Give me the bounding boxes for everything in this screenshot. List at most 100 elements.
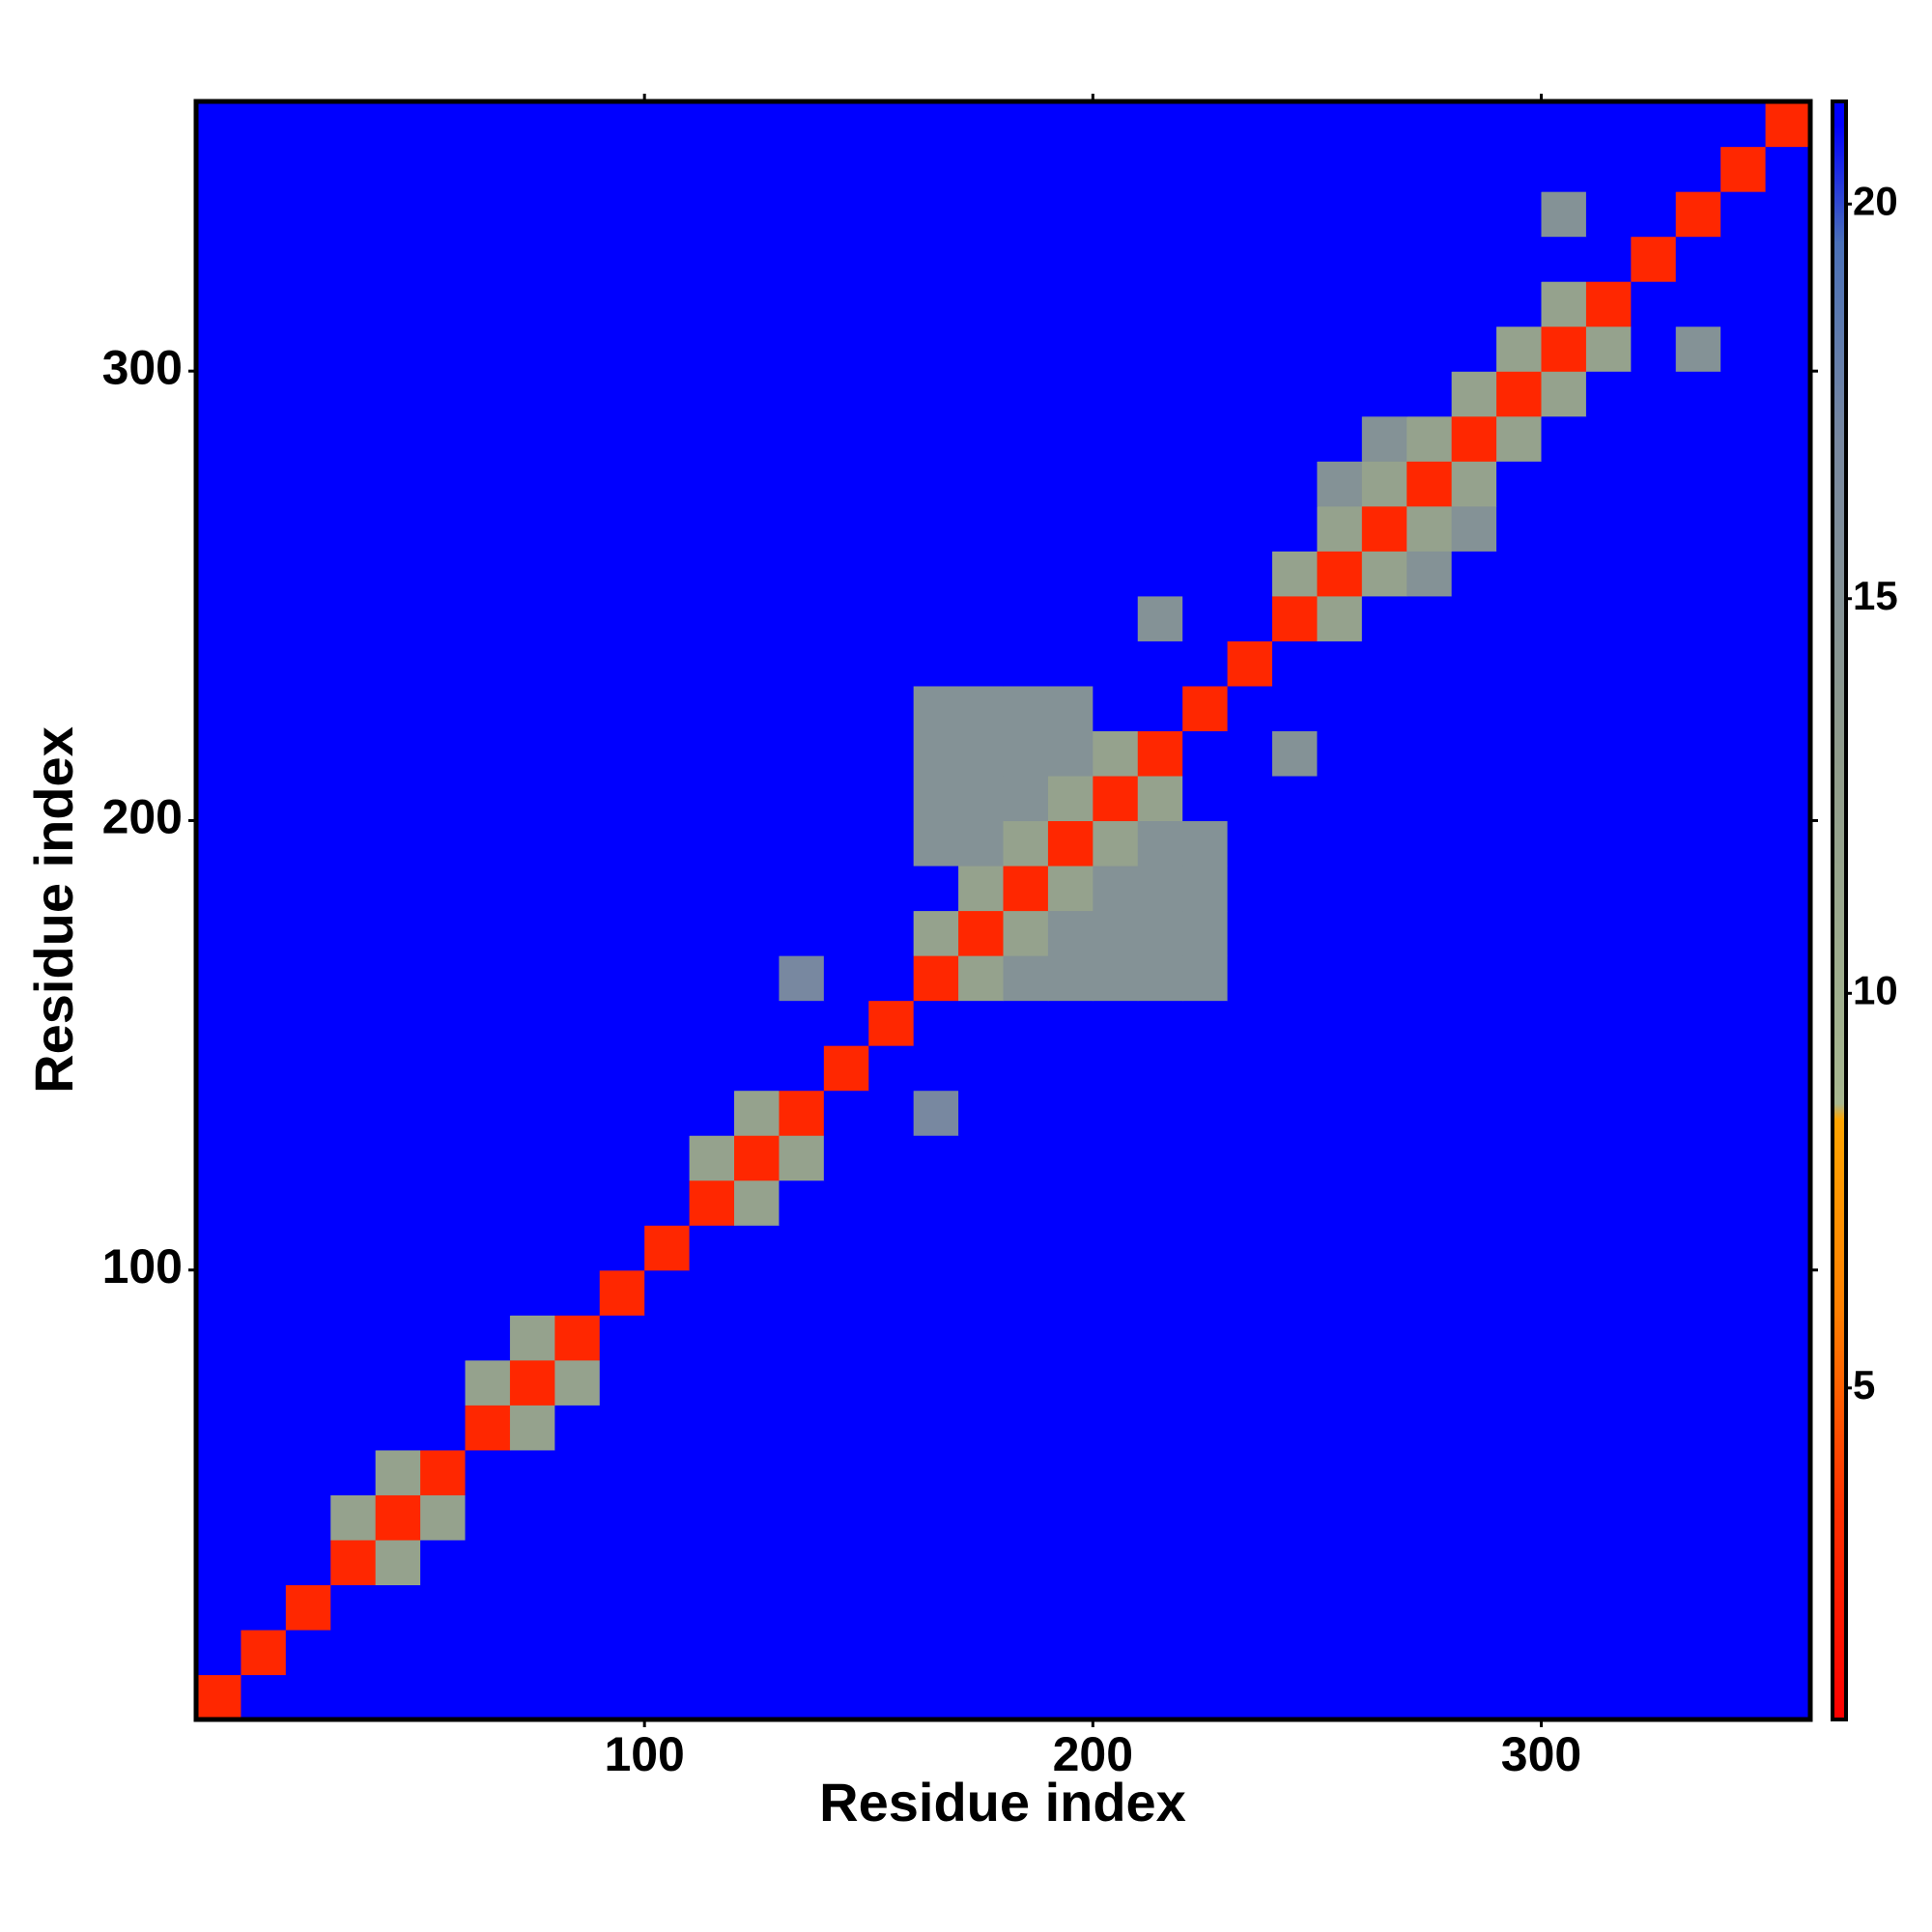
heatmap-cell (241, 1405, 287, 1451)
heatmap-cell (420, 1225, 467, 1271)
heatmap-cell (1675, 1539, 1721, 1586)
heatmap-cell (868, 415, 915, 462)
heatmap-cell (1361, 461, 1407, 507)
heatmap-cell (958, 1629, 1005, 1676)
heatmap-cell (509, 415, 555, 462)
heatmap-cell (1585, 1269, 1632, 1316)
heatmap-cell (1003, 1090, 1049, 1136)
heatmap-cell (689, 955, 735, 1002)
heatmap-cell (1406, 1449, 1453, 1495)
heatmap-cell (599, 281, 645, 327)
heatmap-cell (241, 1315, 287, 1361)
heatmap-cell (285, 1045, 331, 1092)
heatmap-cell (734, 551, 781, 597)
heatmap-cell (1047, 955, 1094, 1002)
heatmap-cell (554, 640, 601, 687)
heatmap-cell (1003, 1359, 1049, 1406)
heatmap-cell (375, 1090, 421, 1136)
heatmap-cell (1675, 1090, 1721, 1136)
heatmap-cell (241, 101, 287, 148)
heatmap-cell (1541, 1179, 1587, 1226)
heatmap-cell (779, 415, 825, 462)
heatmap-cell (1451, 415, 1497, 462)
heatmap-cell (420, 1405, 467, 1451)
heatmap-cell (689, 595, 735, 641)
heatmap-cell (1317, 1629, 1363, 1676)
heatmap-cell (868, 910, 915, 956)
heatmap-cell (1182, 1494, 1229, 1541)
heatmap-cell (958, 910, 1005, 956)
heatmap-cell (913, 1674, 959, 1720)
heatmap-cell (1227, 820, 1273, 867)
heatmap-cell (285, 1135, 331, 1181)
heatmap-cell (509, 505, 555, 552)
heatmap-cell (913, 1494, 959, 1541)
heatmap-cell (241, 281, 287, 327)
heatmap-cell (375, 281, 421, 327)
heatmap-cell (1541, 191, 1587, 238)
heatmap-cell (1406, 1359, 1453, 1406)
heatmap-cell (1182, 461, 1229, 507)
heatmap-cell (465, 146, 511, 192)
heatmap-cell (1675, 775, 1721, 822)
heatmap-cell (465, 236, 511, 282)
heatmap-cell (1182, 1449, 1229, 1495)
heatmap-cell (465, 820, 511, 867)
heatmap-cell (420, 820, 467, 867)
heatmap-cell (420, 595, 467, 641)
heatmap-cell (1272, 1494, 1319, 1541)
heatmap-cell (1406, 595, 1453, 641)
heatmap-cell (823, 326, 869, 372)
heatmap-cell (1406, 1629, 1453, 1676)
heatmap-cell (420, 1000, 467, 1046)
heatmap-cell (1765, 910, 1811, 956)
heatmap-cell (1137, 1359, 1183, 1406)
heatmap-cell (1361, 1584, 1407, 1631)
heatmap-cell (554, 595, 601, 641)
heatmap-cell (644, 1315, 691, 1361)
heatmap-cell (779, 1000, 825, 1046)
heatmap-cell (599, 1674, 645, 1720)
heatmap-cell (913, 910, 959, 956)
heatmap-cell (689, 1494, 735, 1541)
heatmap-cell (958, 1315, 1005, 1361)
heatmap-cell (734, 1674, 781, 1720)
heatmap-cell (285, 1539, 331, 1586)
heatmap-cell (1541, 146, 1587, 192)
heatmap-cell (1317, 1584, 1363, 1631)
heatmap-cell (1093, 551, 1139, 597)
heatmap-cell (1093, 281, 1139, 327)
heatmap-cell (1272, 1539, 1319, 1586)
heatmap-cell (241, 236, 287, 282)
heatmap-cell (1585, 371, 1632, 417)
heatmap-cell (1361, 326, 1407, 372)
heatmap-cell (958, 1090, 1005, 1136)
heatmap-cell (1361, 1674, 1407, 1720)
heatmap-cell (1631, 1584, 1677, 1631)
heatmap-cell (1585, 101, 1632, 148)
heatmap-cell (644, 505, 691, 552)
heatmap-cell (1093, 1539, 1139, 1586)
heatmap-cell (1227, 146, 1273, 192)
heatmap-cell (644, 461, 691, 507)
heatmap-cell (1406, 146, 1453, 192)
heatmap-cell (196, 1405, 242, 1451)
heatmap-cell (1137, 551, 1183, 597)
heatmap-cell (734, 1629, 781, 1676)
heatmap-cell (689, 281, 735, 327)
heatmap-cell (1093, 415, 1139, 462)
heatmap-cell (689, 461, 735, 507)
heatmap-cell (913, 146, 959, 192)
heatmap-cell (1451, 1629, 1497, 1676)
heatmap-cell (958, 775, 1005, 822)
heatmap-cell (1272, 191, 1319, 238)
heatmap-cell (1003, 1269, 1049, 1316)
heatmap-cell (1272, 1000, 1319, 1046)
heatmap-cell (1451, 865, 1497, 912)
heatmap-cell (420, 371, 467, 417)
heatmap-cell (420, 955, 467, 1002)
heatmap-cell (1720, 865, 1767, 912)
heatmap-cell (1137, 1225, 1183, 1271)
heatmap-cell (285, 685, 331, 731)
heatmap-cell (1272, 685, 1319, 731)
